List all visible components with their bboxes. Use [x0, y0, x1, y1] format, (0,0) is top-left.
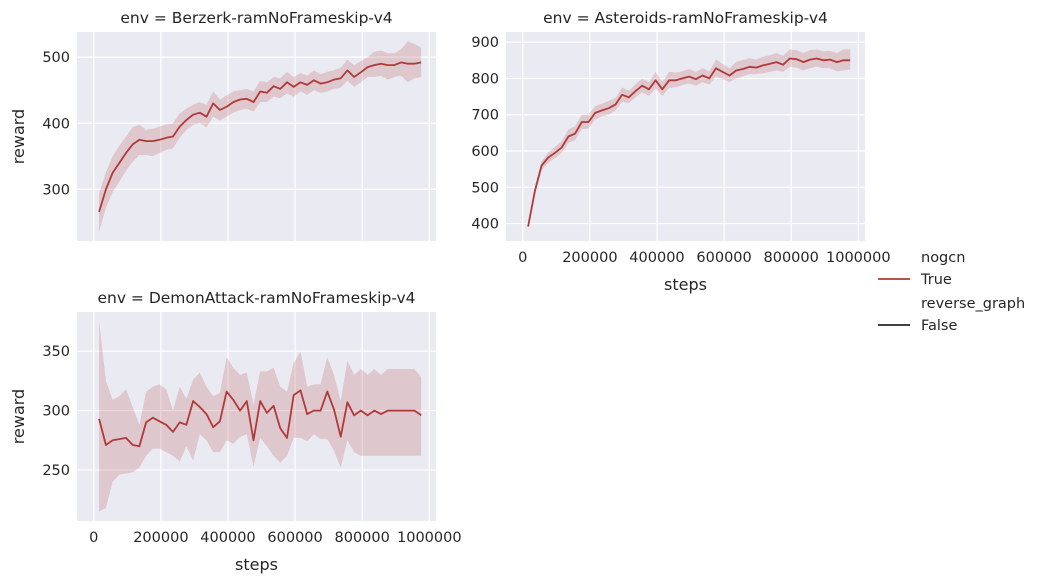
x-tick-label: 0: [89, 530, 98, 546]
y-tick-label: 350: [42, 344, 70, 360]
y-tick-label: 500: [42, 50, 70, 66]
panel-title: env = Berzerk-ramNoFrameskip-v4: [120, 9, 392, 27]
x-axis-label: steps: [664, 275, 707, 294]
x-tick-label: 600000: [267, 530, 322, 546]
y-tick-label: 900: [471, 35, 499, 51]
legend-entry-label: True: [920, 272, 952, 288]
y-tick-label: 300: [42, 404, 70, 420]
series-line: [98, 61, 422, 213]
panel-3: 0 200000 400000 600000 800000 1000000 250 300 35…: [9, 289, 462, 574]
plot-background: [506, 32, 865, 241]
legend: nogcn True reverse_graph False: [878, 250, 1025, 334]
panel-title: env = DemonAttack-ramNoFrameskip-v4: [97, 289, 415, 307]
x-tick-label: 1000000: [826, 250, 891, 266]
x-tick-label: 800000: [764, 250, 819, 266]
series-line: [527, 57, 851, 227]
facet-panels: 300 400 500 env = Berzerk-ramNoFrameskip-v4…: [9, 9, 891, 574]
x-tick-label: 400000: [200, 530, 255, 546]
panel-2: 0 200000 400000 600000 800000 1000000 400 500 60…: [471, 9, 890, 294]
x-tick-label: 200000: [133, 530, 188, 546]
x-tick-label: 800000: [335, 530, 390, 546]
legend-group-title: reverse_graph: [921, 296, 1025, 312]
y-tick-label: 400: [471, 217, 499, 233]
confidence-band: [99, 321, 422, 512]
x-tick-label: 400000: [629, 250, 684, 266]
plot-background: [77, 312, 436, 521]
x-tick-label: 0: [518, 250, 527, 266]
panel-1: 300 400 500 env = Berzerk-ramNoFrameskip-v4…: [9, 9, 436, 241]
y-tick-label: 500: [471, 180, 499, 196]
y-tick-label: 250: [42, 463, 70, 479]
y-tick-label: 700: [471, 108, 499, 124]
x-tick-label: 600000: [696, 250, 751, 266]
legend-group-title: nogcn: [921, 250, 965, 266]
y-tick-label: 800: [471, 71, 499, 87]
x-tick-label: 200000: [562, 250, 617, 266]
y-tick-label: 600: [471, 144, 499, 160]
series-line: [98, 389, 422, 448]
plot-background: [77, 32, 436, 241]
confidence-band: [99, 41, 422, 232]
y-tick-label: 300: [42, 182, 70, 198]
x-tick-label: 1000000: [397, 530, 462, 546]
panel-title: env = Asteroids-ramNoFrameskip-v4: [543, 9, 828, 27]
y-axis-label: reward: [9, 109, 28, 164]
y-tick-label: 400: [42, 116, 70, 132]
x-axis-label: steps: [235, 555, 278, 574]
y-axis-label: reward: [9, 389, 28, 444]
legend-entry-label: False: [921, 318, 957, 334]
